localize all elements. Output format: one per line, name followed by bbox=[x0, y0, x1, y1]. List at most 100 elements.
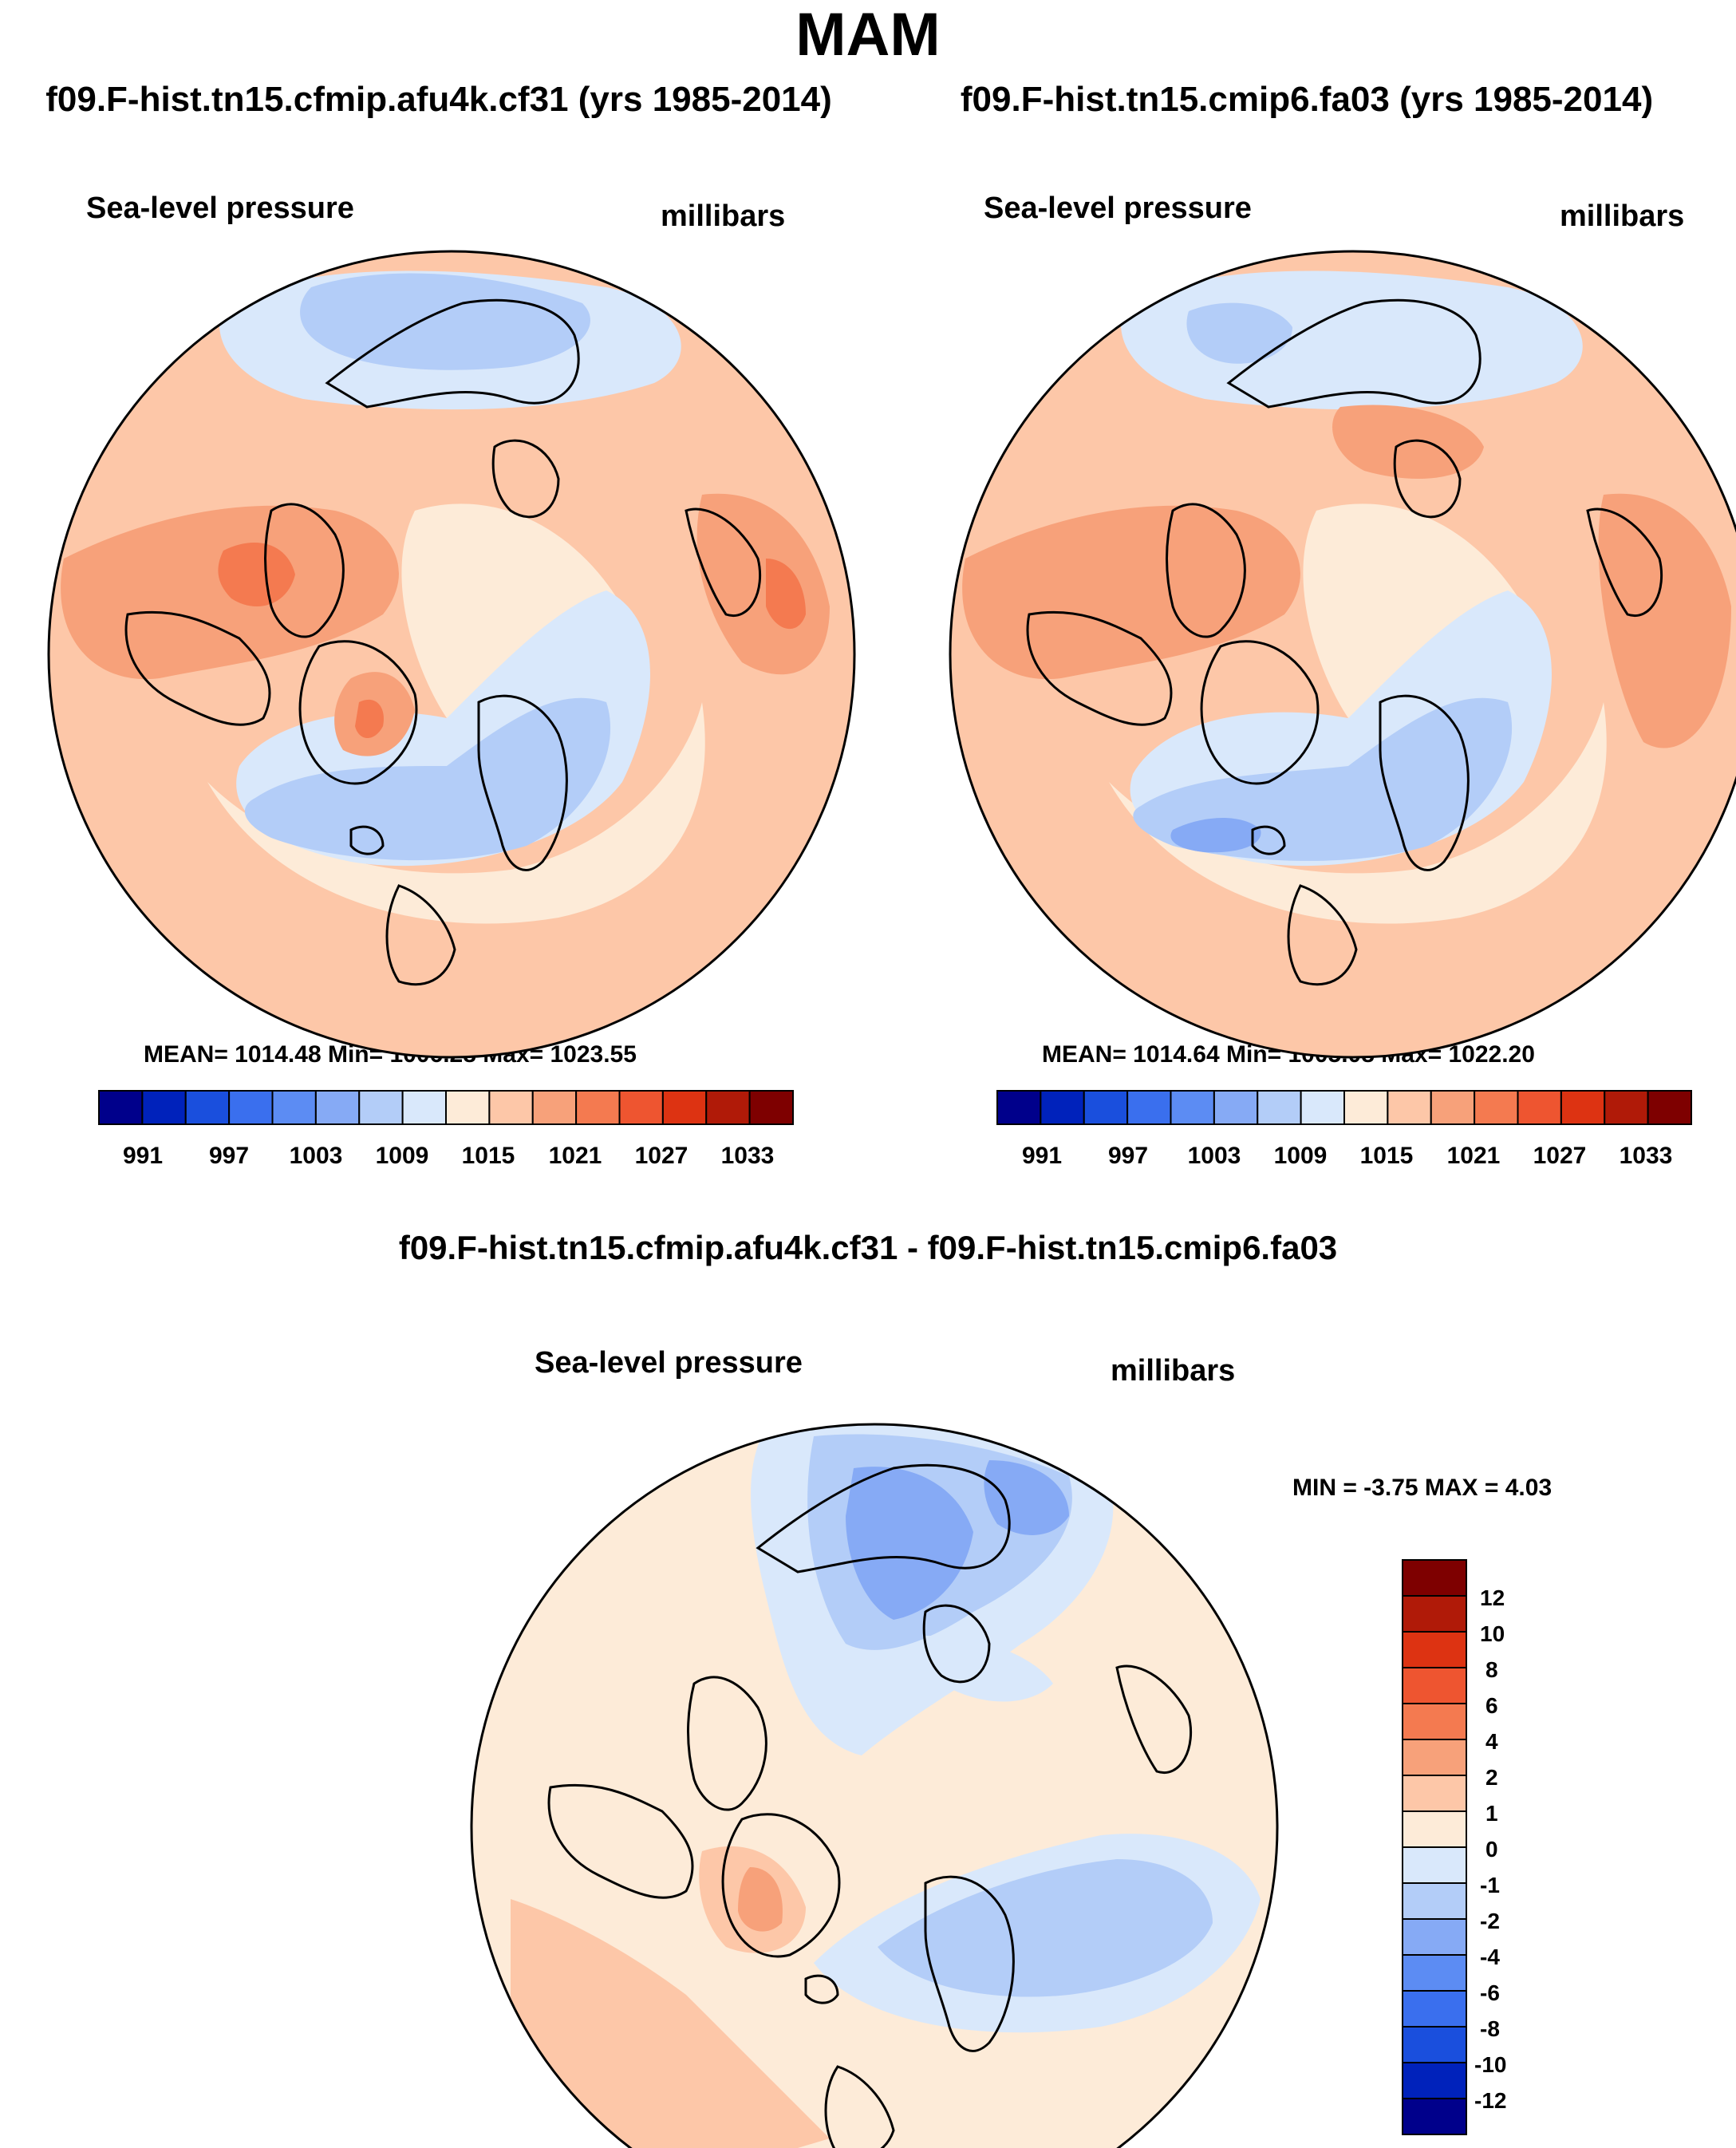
colorbar-tick-label: 1027 bbox=[634, 1143, 688, 1169]
colorbar-segment bbox=[1402, 1954, 1467, 1992]
colorbar-segment bbox=[1402, 1990, 1467, 2028]
colorbar-tick-label: 8 bbox=[1485, 1657, 1498, 1682]
colorbar-segment bbox=[314, 1090, 361, 1125]
right-panel-units: millibars bbox=[1560, 199, 1685, 233]
colorbar-segment bbox=[1560, 1090, 1606, 1125]
colorbar-segment bbox=[1647, 1090, 1692, 1125]
colorbar-segment bbox=[1213, 1090, 1259, 1125]
colorbar-tick-label: 1015 bbox=[1359, 1143, 1414, 1169]
colorbar-segment bbox=[1402, 2098, 1467, 2135]
colorbar-segment bbox=[531, 1090, 578, 1125]
colorbar-segment bbox=[1430, 1090, 1476, 1125]
colorbar-tick-label: 991 bbox=[122, 1143, 164, 1169]
field-region bbox=[921, 1636, 1053, 1702]
colorbar-segment bbox=[1170, 1090, 1215, 1125]
colorbar-segment bbox=[705, 1090, 751, 1125]
colorbar-tick-label: -4 bbox=[1480, 1945, 1500, 1969]
colorbar-segment bbox=[1402, 1739, 1467, 1776]
field-region bbox=[355, 699, 384, 738]
colorbar-segment bbox=[1402, 1810, 1467, 1848]
colorbar-segment bbox=[401, 1090, 447, 1125]
colorbar-segment bbox=[1040, 1090, 1085, 1125]
field-region bbox=[1120, 270, 1583, 410]
field-region bbox=[300, 273, 590, 370]
field-region bbox=[207, 702, 705, 924]
right-panel-run-title: f09.F-hist.tn15.cmip6.fa03 (yrs 1985-201… bbox=[960, 80, 1654, 119]
colorbar-tick-label: -12 bbox=[1474, 2088, 1507, 2113]
colorbar-tick-label: 12 bbox=[1480, 1585, 1505, 1610]
field-region bbox=[846, 1467, 973, 1620]
colorbar-tick-label: 1 bbox=[1485, 1801, 1498, 1826]
colorbar-tick-label: 1027 bbox=[1533, 1143, 1587, 1169]
colorbar-segment bbox=[1126, 1090, 1172, 1125]
colorbar-segment bbox=[1343, 1090, 1389, 1125]
coastlines bbox=[547, 1463, 1193, 2148]
figure-title: MAM bbox=[795, 1, 941, 69]
colorbar-segment bbox=[228, 1090, 274, 1125]
colorbar-segment bbox=[1517, 1090, 1562, 1125]
left-panel-variable: Sea-level pressure bbox=[86, 192, 354, 225]
field-region bbox=[1109, 702, 1607, 924]
left-colorbar bbox=[98, 1090, 794, 1125]
colorbar-segment bbox=[1387, 1090, 1432, 1125]
left-map-border bbox=[47, 250, 856, 1059]
colorbar-tick-label: 997 bbox=[1107, 1143, 1149, 1169]
colorbar-segment bbox=[1402, 1559, 1467, 1597]
colorbar-tick-label: 1021 bbox=[548, 1143, 602, 1169]
colorbar-segment bbox=[1474, 1090, 1519, 1125]
colorbar-segment bbox=[661, 1090, 708, 1125]
colorbar-segment bbox=[618, 1090, 664, 1125]
colorbar-segment bbox=[1402, 1703, 1467, 1740]
colorbar-segment bbox=[1402, 1775, 1467, 1812]
colorbar-tick-label: -1 bbox=[1480, 1873, 1500, 1897]
colorbar-segment bbox=[1402, 1595, 1467, 1633]
colorbar-segment bbox=[98, 1090, 144, 1125]
colorbar-segment bbox=[1604, 1090, 1649, 1125]
field-region bbox=[984, 1460, 1069, 1535]
colorbar-segment bbox=[184, 1090, 231, 1125]
colorbar-segment bbox=[1402, 1918, 1467, 1956]
colorbar-tick-label: -10 bbox=[1474, 2052, 1507, 2077]
diff-panel-title: f09.F-hist.tn15.cfmip.afu4k.cf31 - f09.F… bbox=[398, 1229, 1338, 1266]
diff-map-border bbox=[470, 1423, 1279, 2148]
coastlines bbox=[1026, 298, 1663, 986]
field-region bbox=[962, 505, 1300, 680]
colorbar-segment bbox=[1402, 2062, 1467, 2099]
field-region bbox=[738, 1867, 783, 1932]
coastlines bbox=[124, 298, 762, 986]
left-polar-map bbox=[49, 251, 854, 1057]
colorbar-segment bbox=[1257, 1090, 1302, 1125]
field-region bbox=[1170, 818, 1261, 853]
colorbar-tick-label: -8 bbox=[1480, 2016, 1500, 2041]
field-region bbox=[878, 1859, 1213, 1997]
colorbar-tick-label: 2 bbox=[1485, 1765, 1498, 1790]
colorbar-tick-label: 1021 bbox=[1446, 1143, 1501, 1169]
colorbar-segment bbox=[1402, 2026, 1467, 2063]
field-region bbox=[1186, 302, 1292, 364]
colorbar-segment bbox=[1402, 1882, 1467, 1920]
left-panel-run-title: f09.F-hist.tn15.cfmip.afu4k.cf31 (yrs 19… bbox=[45, 80, 832, 119]
right-map-border bbox=[949, 250, 1736, 1059]
colorbar-tick-label: 1003 bbox=[1187, 1143, 1241, 1169]
colorbar-segment bbox=[1300, 1090, 1345, 1125]
field-region bbox=[766, 559, 806, 630]
field-region bbox=[511, 1899, 830, 2148]
diff-polar-map bbox=[471, 1424, 1277, 2148]
diff-panel-stats: MIN = -3.75 MAX = 4.03 bbox=[1292, 1475, 1553, 1501]
right-polar-map bbox=[950, 251, 1736, 1057]
colorbar-tick-label: 1033 bbox=[720, 1143, 775, 1169]
field-region bbox=[218, 543, 295, 606]
left-panel-units: millibars bbox=[661, 199, 786, 233]
colorbar-segment bbox=[1402, 1667, 1467, 1704]
right-colorbar bbox=[996, 1090, 1692, 1125]
colorbar-tick-label: 997 bbox=[208, 1143, 250, 1169]
colorbar-tick-label: 1015 bbox=[461, 1143, 515, 1169]
colorbar-tick-label: 1033 bbox=[1619, 1143, 1673, 1169]
colorbar-tick-label: -6 bbox=[1480, 1980, 1500, 2005]
diff-colorbar bbox=[1402, 1559, 1467, 2135]
colorbar-tick-label: -2 bbox=[1480, 1909, 1500, 1933]
colorbar-segment bbox=[1402, 1631, 1467, 1668]
colorbar-segment bbox=[996, 1090, 1042, 1125]
colorbar-segment bbox=[141, 1090, 187, 1125]
right-panel-variable: Sea-level pressure bbox=[984, 192, 1252, 225]
